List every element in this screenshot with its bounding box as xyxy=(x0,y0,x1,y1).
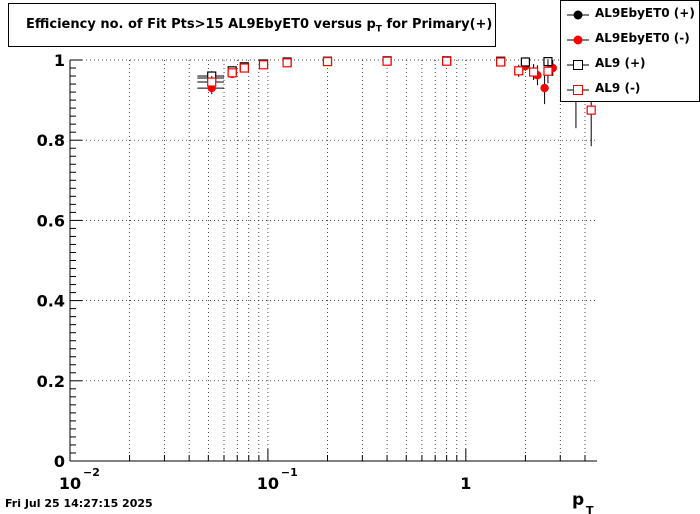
data-point xyxy=(382,56,392,66)
x-tick-label-exponent: −2 xyxy=(83,466,100,479)
y-tick-label: 0.8 xyxy=(37,131,65,150)
y-tick-label: 0.2 xyxy=(37,372,65,391)
legend-label: AL9EbyET0 (+) xyxy=(595,6,695,20)
legend-label: AL9 (+) xyxy=(595,56,646,70)
timestamp: Fri Jul 25 14:27:15 2025 xyxy=(5,497,153,510)
x-axis-label-subscript: T xyxy=(586,504,594,514)
data-point xyxy=(239,63,249,73)
chart-title-main: Efficiency no. of Fit Pts>15 AL9EbyET0 v… xyxy=(26,17,376,32)
legend-marker-open-square-red xyxy=(567,85,589,95)
legend-marker-filled-circle-red xyxy=(567,35,589,45)
axes xyxy=(69,59,597,462)
data-point xyxy=(227,68,237,78)
legend-entry-al9-minus: AL9 (-) xyxy=(561,78,699,102)
legend-label: AL9 (-) xyxy=(595,81,641,95)
x-tick-label: 1 xyxy=(460,474,471,493)
data-point xyxy=(258,60,269,70)
x-tick-label-exponent: −1 xyxy=(281,466,298,479)
data-point xyxy=(529,67,539,77)
data-point xyxy=(514,66,524,76)
grid-lines xyxy=(70,59,597,461)
data-point xyxy=(543,66,553,76)
data-point xyxy=(322,57,333,67)
data-point xyxy=(586,105,596,115)
data-point xyxy=(282,58,292,68)
data-point xyxy=(207,77,217,87)
y-tick-label: 1 xyxy=(54,51,65,70)
chart-title: Efficiency no. of Fit Pts>15 AL9EbyET0 v… xyxy=(8,3,496,47)
legend-marker-open-square-black xyxy=(567,60,589,70)
legend-label: AL9EbyET0 (-) xyxy=(595,31,690,45)
legend-entry-al9-plus: AL9 (+) xyxy=(561,53,699,77)
data-point xyxy=(540,83,549,93)
legend-marker-filled-circle-black xyxy=(567,10,589,20)
x-tick-label: 10 xyxy=(257,474,279,493)
data-series xyxy=(197,56,596,147)
y-tick-label: 0.6 xyxy=(37,211,65,230)
data-point xyxy=(442,56,452,66)
chart-title-suffix: for Primary(+) xyxy=(381,17,493,32)
data-point xyxy=(496,57,506,67)
chart-title-subscript: T xyxy=(375,24,382,35)
x-tick-label: 10 xyxy=(59,474,81,493)
legend: AL9EbyET0 (+) AL9EbyET0 (-) AL9 (+) AL9 … xyxy=(560,0,700,102)
legend-entry-al9ebyet0-plus: AL9EbyET0 (+) xyxy=(561,3,699,27)
data-point xyxy=(520,57,531,67)
legend-entry-al9ebyet0-minus: AL9EbyET0 (-) xyxy=(561,28,699,52)
y-tick-label: 0 xyxy=(54,452,65,471)
series-al9 xyxy=(197,56,596,147)
x-axis-label: p xyxy=(572,490,584,510)
y-tick-label: 0.4 xyxy=(37,292,65,311)
